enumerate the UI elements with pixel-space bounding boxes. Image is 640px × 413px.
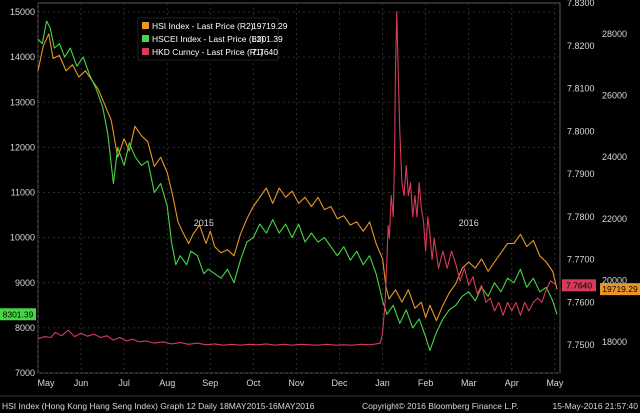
x-month-tick-label: Apr [505,378,519,388]
x-month-tick-label: Jul [118,378,130,388]
legend-swatch-hsi [142,22,149,29]
legend-label-hsi: HSI Index - Last Price (R2) [152,21,254,31]
y-left-tick-label: 11000 [11,188,35,198]
x-month-tick-label: Nov [288,378,305,388]
last-price-labels: 19719.29 8301.39 7.7640 [0,279,640,321]
last-price-text-left: 8301.39 [3,309,34,319]
y-r1-tick-label: 7.7700 [567,255,595,265]
legend-swatch-hscei [142,35,149,42]
x-month-tick-label: Jan [375,378,390,388]
legend-value-hscei: 8301.39 [252,34,283,44]
y-r1-tick-label: 7.8300 [567,0,595,8]
y-left-tick-label: 7000 [15,368,35,378]
y-r2-tick-label: 26000 [602,91,627,101]
gridlines [37,3,560,374]
y-r1-tick-label: 7.8100 [567,84,595,94]
legend-label-hscei: HSCEI Index - Last Price (L1) [152,34,264,44]
axis-ticks: 7000 8000 9000 10000 11000 12000 13000 14000 150… [10,0,627,388]
y-r1-tick-label: 7.7900 [567,169,595,179]
x-year-label: 2016 [459,218,479,228]
legend-value-hsi: 19719.29 [252,21,288,31]
series-line-r2 [37,33,558,322]
legend: HSI Index - Last Price (R2) 19719.29 HSC… [137,17,288,61]
series-line-r1 [37,11,558,346]
y-r2-tick-label: 24000 [602,152,627,162]
y-left-tick-label: 9000 [15,278,35,288]
legend-label-hkd: HKD Curncy - Last Price (R1) [152,47,264,57]
legend-swatch-hkd [142,48,149,55]
y-r1-tick-label: 7.7500 [567,340,595,350]
y-r1-tick-label: 7.8000 [567,126,595,136]
y-r2-tick-label: 18000 [602,337,627,347]
footer-copyright: Copyright© 2016 Bloomberg Finance L.P. [362,401,518,411]
last-price-text-r2: 19719.29 [602,284,638,294]
y-left-tick-label: 14000 [10,52,35,62]
series-line-left [37,20,558,351]
x-month-tick-label: Oct [246,378,261,388]
y-r2-tick-label: 20000 [602,276,627,286]
y-r2-tick-label: 28000 [602,29,627,39]
legend-box [137,17,279,61]
footer-left-text: HSI Index (Hong Kong Hang Seng Index) Gr… [2,401,315,411]
y-r1-tick-label: 7.7600 [567,297,595,307]
series-lines [37,11,558,351]
y-r1-tick-label: 7.8200 [567,41,595,51]
legend-value-hkd: 7.7640 [252,47,278,57]
x-month-tick-label: Aug [159,378,175,388]
y-left-tick-label: 10000 [10,233,35,243]
last-price-badge-r1 [562,279,596,292]
footer-timestamp: 15-May-2016 21:57:40 [552,401,638,411]
y-left-tick-label: 12000 [10,142,35,152]
y-left-tick-label: 15000 [10,7,35,17]
x-month-tick-label: Jun [74,378,89,388]
x-year-label: 2015 [194,218,214,228]
x-month-tick-label: Dec [331,378,348,388]
x-month-tick-label: Mar [461,378,477,388]
x-month-tick-label: May [546,378,564,388]
y-left-tick-label: 8000 [15,323,35,333]
footer: HSI Index (Hong Kong Hang Seng Index) Gr… [2,401,638,411]
y-r2-tick-label: 22000 [602,214,627,224]
y-r1-tick-label: 7.7800 [567,212,595,222]
x-month-tick-label: May [37,378,55,388]
last-price-text-r1: 7.7640 [566,280,592,290]
last-price-badge-r2 [600,283,640,296]
last-price-badge-left [0,308,36,321]
x-month-tick-label: Feb [418,378,434,388]
y-left-tick-label: 13000 [10,97,35,107]
x-month-tick-label: Sep [202,378,218,388]
